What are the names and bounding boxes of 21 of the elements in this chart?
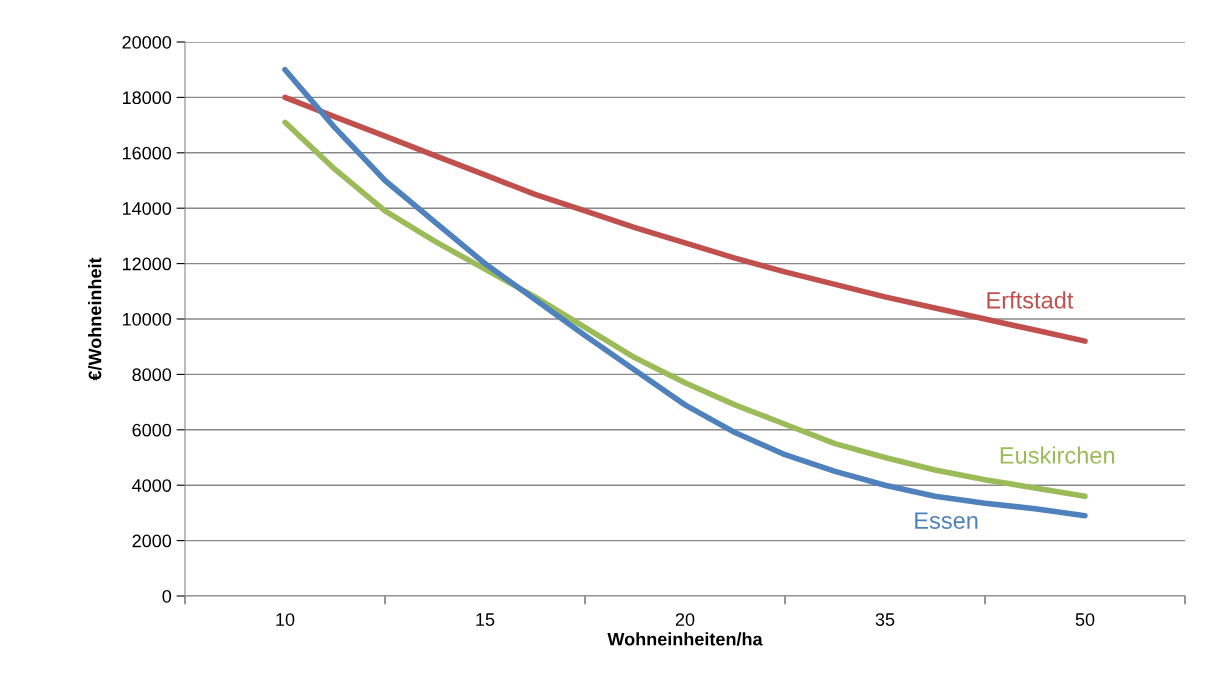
- y-tick-label: 0: [162, 589, 172, 603]
- x-tick-label: 35: [875, 613, 895, 626]
- y-tick-label: 4000: [132, 479, 172, 492]
- y-tick-label: 18000: [122, 91, 172, 105]
- y-axis-title: €/Wohneinheit: [88, 257, 102, 381]
- x-tick-label: 20: [675, 613, 695, 626]
- y-tick-label: 6000: [132, 423, 172, 437]
- x-tick-label: 10: [276, 613, 295, 626]
- x-axis-title: Wohneinheiten/ha: [607, 632, 763, 646]
- y-tick-label: 16000: [122, 146, 172, 160]
- x-tick-label: 50: [1075, 613, 1095, 626]
- y-tick-label: 2000: [132, 534, 172, 548]
- series-label: Erftstadt: [987, 291, 1074, 309]
- y-tick-label: 12000: [122, 257, 172, 271]
- series-label: Euskirchen: [1000, 446, 1115, 464]
- y-tick-label: 8000: [132, 368, 172, 382]
- y-tick-label: 14000: [122, 202, 172, 215]
- y-tick-label: 20000: [122, 35, 172, 49]
- series-label: Essen: [915, 512, 978, 529]
- x-tick-label: 15: [476, 613, 495, 626]
- y-tick-label: 10000: [122, 312, 172, 326]
